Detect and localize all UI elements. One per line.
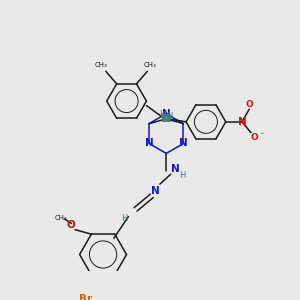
Text: H: H (160, 110, 166, 119)
Text: N: N (163, 114, 172, 124)
Text: O: O (66, 220, 75, 230)
Text: CH₃: CH₃ (144, 62, 156, 68)
Text: N: N (179, 139, 188, 148)
Text: N: N (171, 164, 180, 174)
Text: H: H (166, 112, 172, 121)
Text: H: H (121, 214, 127, 223)
Text: N: N (151, 186, 160, 196)
Text: CH₃: CH₃ (54, 215, 67, 221)
Text: N: N (238, 117, 246, 127)
Text: Br: Br (80, 294, 92, 300)
Text: O: O (251, 133, 259, 142)
Text: N: N (161, 114, 170, 124)
Text: CH₃: CH₃ (95, 62, 108, 68)
Text: H: H (179, 171, 186, 180)
Text: N: N (162, 109, 171, 119)
Text: O: O (245, 100, 253, 109)
Text: N: N (145, 139, 153, 148)
Text: ⁻: ⁻ (260, 131, 264, 140)
